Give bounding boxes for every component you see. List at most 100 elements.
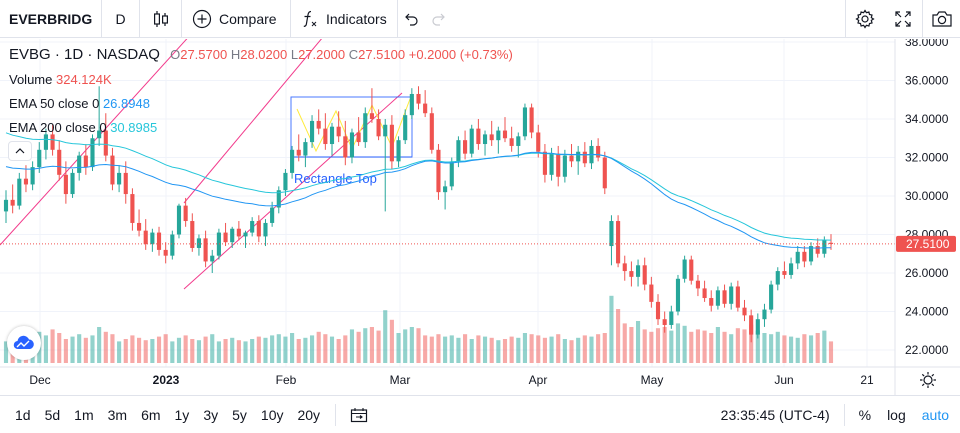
candle-down — [336, 126, 341, 137]
candle-up — [675, 278, 681, 312]
candle-up — [97, 130, 102, 139]
range-3y[interactable]: 3y — [203, 406, 219, 423]
volume-bar — [649, 331, 654, 363]
volume-bar — [130, 335, 135, 363]
candle-up — [250, 221, 255, 233]
last-price-text: 27.5100 — [906, 237, 950, 251]
candle-down — [642, 265, 647, 285]
volume-bar — [789, 336, 794, 363]
compare-button[interactable]: Compare — [182, 0, 291, 38]
auto-toggle[interactable]: auto — [921, 406, 949, 423]
time-axis[interactable]: Dec 2023 Feb Mar Apr May Jun 21 — [29, 373, 874, 387]
high-label: H — [230, 47, 241, 62]
candle-up — [609, 221, 614, 247]
volume-bar — [77, 334, 82, 363]
tradingview-logo[interactable] — [7, 326, 41, 360]
function-icon — [303, 10, 317, 27]
settings-button[interactable] — [846, 0, 884, 38]
candle-down — [256, 221, 261, 237]
undo-icon[interactable] — [404, 12, 420, 26]
channel-line-lower[interactable] — [183, 92, 403, 290]
volume-bar — [356, 331, 361, 363]
candle-down — [662, 319, 667, 325]
range-6m[interactable]: 6m — [141, 406, 161, 423]
candle-up — [276, 190, 281, 208]
ema200-value: 30.8985 — [110, 120, 158, 135]
legend-collapse-button[interactable] — [8, 141, 32, 161]
candle-down — [542, 151, 547, 175]
fullscreen-button[interactable] — [884, 0, 922, 38]
candle-up — [329, 126, 335, 145]
chevron-up-icon — [15, 148, 25, 154]
snapshot-button[interactable] — [922, 0, 960, 38]
price-tick: 34.0000 — [905, 112, 949, 126]
ema-50-line — [5, 151, 832, 249]
ema50-value: 26.8948 — [102, 96, 150, 111]
volume-bar — [396, 333, 401, 363]
candle-down — [343, 136, 348, 158]
clock-timezone[interactable]: 23:35:45 (UTC-4) — [721, 403, 845, 426]
range-3m[interactable]: 3m — [107, 406, 128, 423]
candle-down — [569, 155, 574, 162]
candlesticks — [3, 86, 834, 343]
volume-bar — [755, 330, 760, 363]
range-1m[interactable]: 1m — [74, 406, 94, 423]
range-1y[interactable]: 1y — [174, 406, 190, 423]
interval-button[interactable]: D — [102, 0, 140, 38]
channel-line-mid[interactable] — [183, 39, 354, 204]
goto-date-button[interactable] — [344, 407, 374, 423]
volume-bar — [376, 330, 381, 363]
price-chart[interactable]: Rectangle Top 38.0000 36.0000 34.0000 32.00… — [0, 39, 960, 395]
indicators-button[interactable]: Indicators — [291, 0, 398, 38]
channel-line-upper[interactable] — [0, 39, 222, 246]
ema50-label: EMA 50 close 0 — [9, 96, 100, 111]
candle-up — [270, 207, 275, 223]
candle-up — [230, 228, 235, 243]
volume-bar — [443, 336, 448, 363]
candle-up — [443, 186, 448, 193]
volume-bar — [722, 331, 727, 363]
candle-down — [649, 284, 654, 302]
volume-bar — [70, 336, 75, 363]
volume-bar — [230, 337, 235, 363]
volume-bar — [749, 324, 754, 363]
volume-bar — [283, 336, 288, 363]
range-5y[interactable]: 5y — [232, 406, 247, 423]
candle-down — [429, 113, 434, 150]
chart-type-button[interactable] — [140, 0, 182, 38]
price-tick: 24.0000 — [905, 305, 949, 319]
change-value: +0.2000 (+0.73%) — [408, 47, 513, 62]
symbol-search-button[interactable]: EVERBRIDG — [0, 0, 102, 38]
volume-bar — [815, 333, 820, 363]
ema200-legend: EMA 200 close 0 30.8985 — [9, 120, 157, 135]
candle-down — [63, 174, 68, 195]
volume-bar — [522, 333, 528, 363]
price-axis[interactable]: 38.000036.000034.000032.000030.000028.00… — [905, 39, 949, 357]
candle-up — [456, 140, 461, 162]
volume-bar — [602, 333, 607, 363]
candle-down — [828, 242, 834, 244]
redo-icon[interactable] — [430, 12, 446, 26]
price-tick: 26.0000 — [905, 266, 949, 280]
candle-down — [416, 93, 421, 104]
range-20y[interactable]: 20y — [297, 406, 321, 423]
volume-bar — [516, 337, 521, 363]
range-10y[interactable]: 10y — [260, 406, 284, 423]
time-tick: May — [641, 373, 664, 387]
candle-down — [50, 134, 55, 150]
scale-settings-button[interactable] — [920, 372, 936, 388]
volume-bar — [429, 336, 434, 363]
volume-bar — [629, 327, 634, 363]
percent-toggle[interactable]: % — [858, 406, 872, 423]
log-toggle[interactable]: log — [887, 406, 906, 423]
range-5d[interactable]: 5d — [44, 406, 61, 423]
candle-up — [789, 263, 794, 275]
volume-bar — [63, 339, 68, 363]
candle-up — [496, 130, 501, 141]
candle-down — [423, 103, 428, 114]
close-label: C — [348, 47, 359, 62]
range-1d[interactable]: 1d — [15, 406, 31, 423]
candle-up — [682, 259, 687, 279]
volume-label: Volume — [9, 72, 53, 87]
price-tick: 38.0000 — [905, 39, 949, 49]
